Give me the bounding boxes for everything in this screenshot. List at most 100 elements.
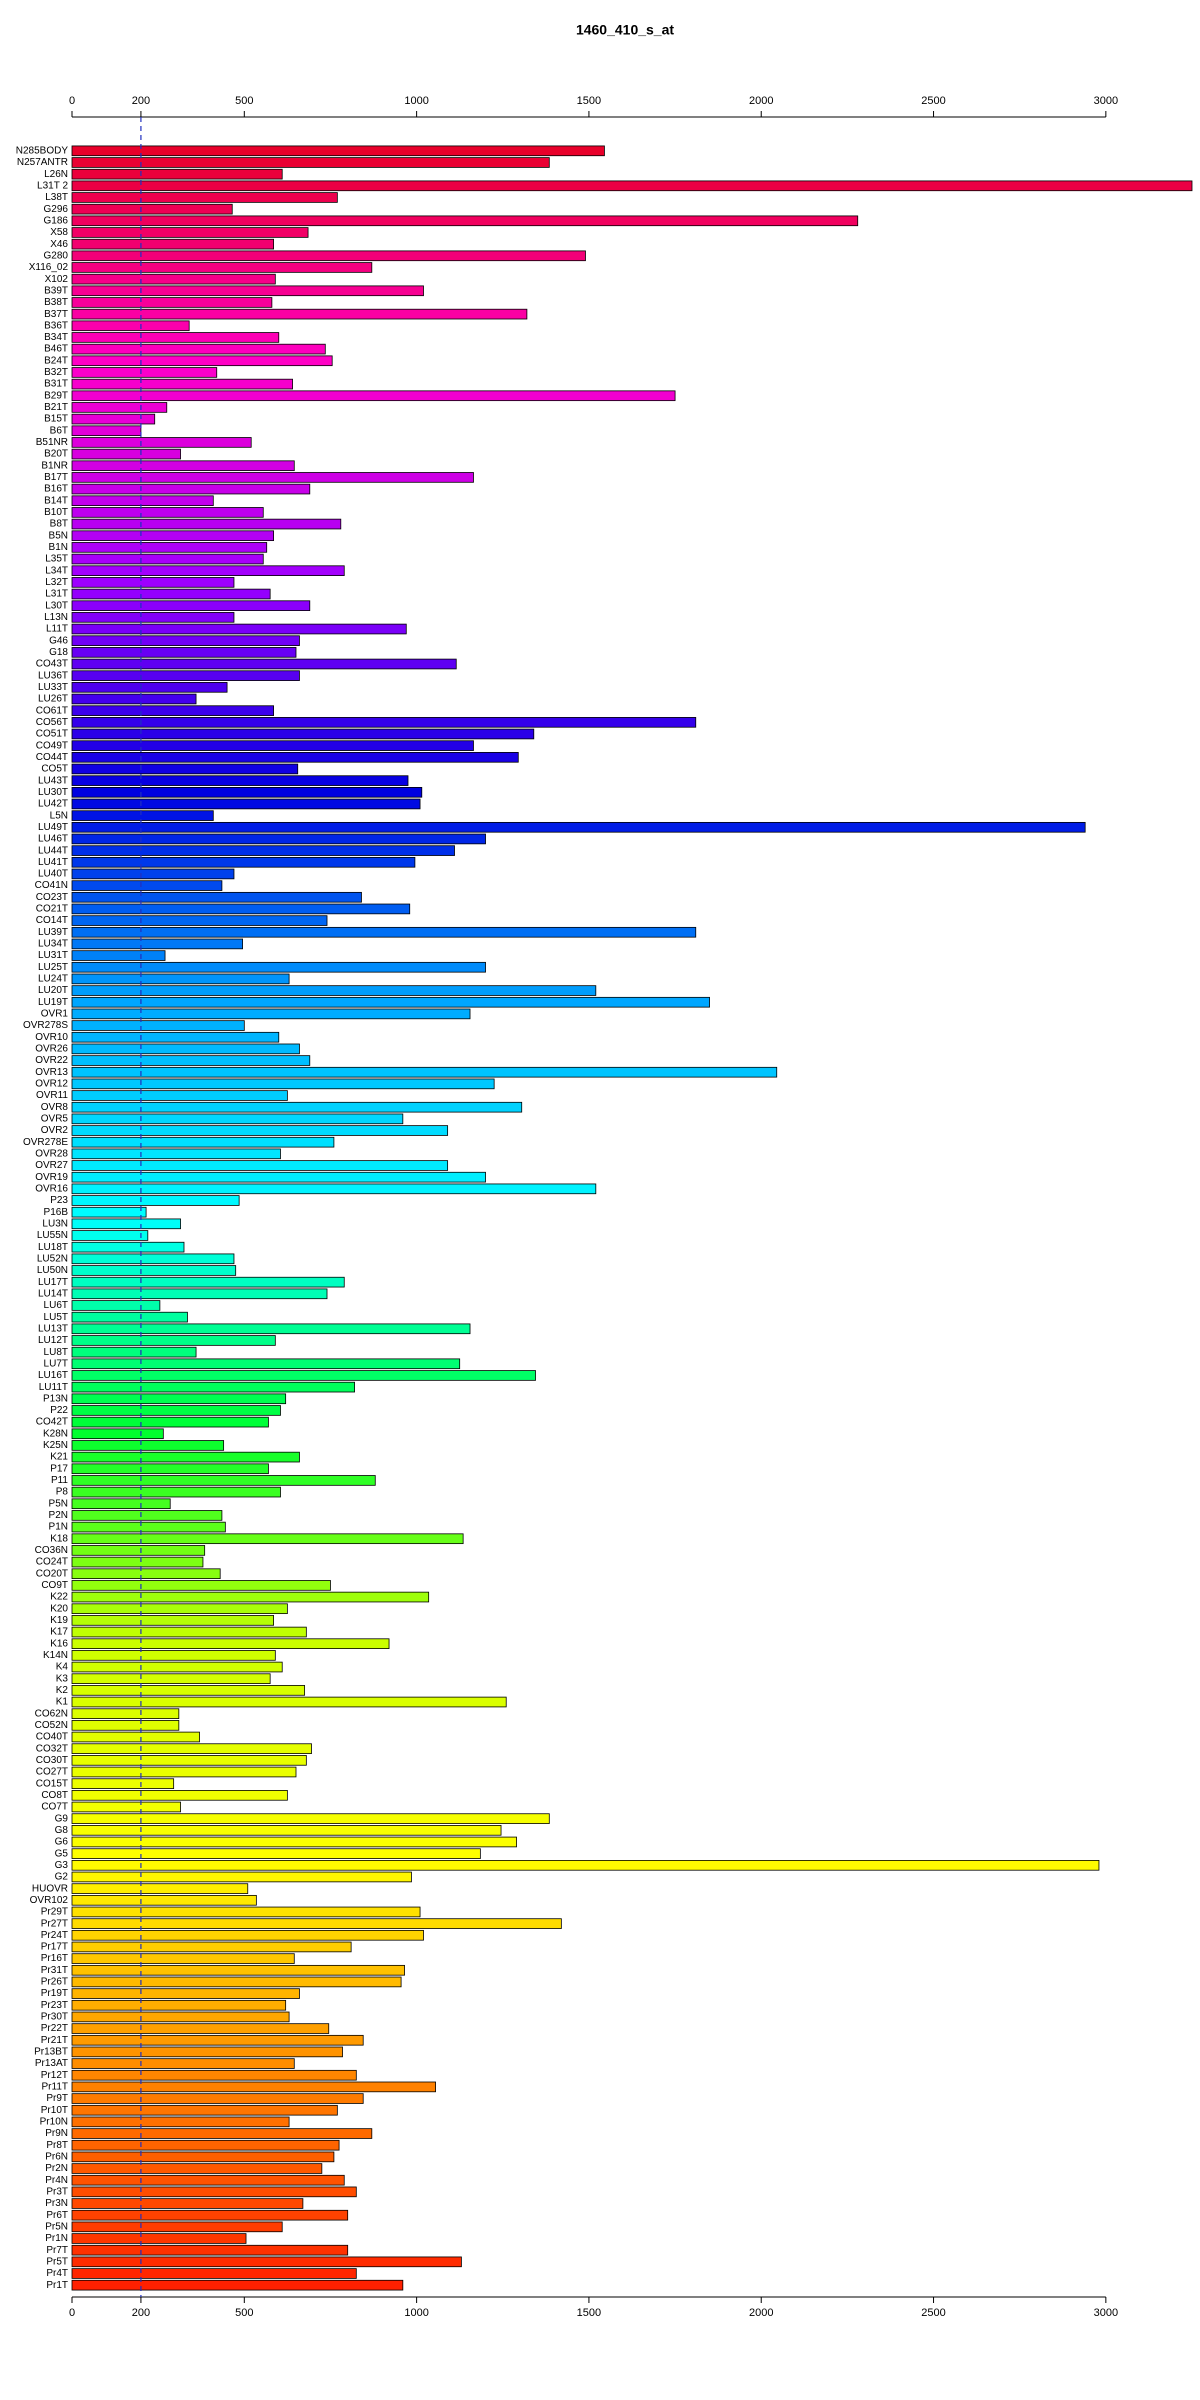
bar [71,367,218,378]
bar [71,1428,164,1440]
bar [71,1778,175,1789]
bar [71,1101,523,1113]
bar [71,180,1193,192]
bar [71,192,338,203]
bar [71,1685,306,1696]
y-tick-label: B15T [44,414,68,425]
y-tick-label: B32T [44,367,68,378]
y-tick-label: CO51T [36,729,68,740]
y-tick-label: OVR16 [35,1183,68,1194]
y-tick-label: CO36N [35,1545,68,1556]
bar [71,985,597,996]
y-tick-label: CO41N [35,880,68,891]
bar [71,1253,235,1265]
y-tick-label: OVR11 [36,1090,68,1101]
y-tick-label: Pr1T [46,2280,68,2291]
y-tick-label: Pr4T [46,2268,68,2279]
y-tick-label: LU17T [38,1277,68,1288]
y-tick-label: B10T [44,507,68,518]
y-tick-label: Pr3T [46,2187,68,2198]
bar [71,915,328,926]
bar [71,1976,402,1988]
x-tick-label: 2500 [921,2307,945,2319]
bar [71,1615,275,1626]
y-tick-label: CO15T [36,1778,68,1789]
bar [71,437,252,448]
y-tick-label: LU50N [37,1265,68,1276]
y-tick-label: Pr10T [41,2105,68,2116]
y-tick-label: LU5T [44,1312,68,1323]
y-tick-label: G9 [55,1813,69,1824]
x-tick-label: 3000 [1094,2307,1118,2319]
bar [71,1241,185,1253]
bar [71,2151,335,2163]
bar [71,425,142,437]
y-tick-label: B51NR [36,437,68,448]
y-tick-label: CO8T [41,1790,68,1801]
bar [71,1580,331,1591]
bar [71,145,605,157]
bar [71,996,710,1008]
y-tick-label: P16B [44,1207,69,1218]
bar [71,1323,471,1335]
bar [71,2046,343,2058]
y-tick-label: G3 [55,1860,69,1871]
x-tick-label: 1500 [577,95,601,107]
y-tick-label: K14N [43,1650,68,1661]
y-tick-label: Pr9T [46,2093,68,2104]
bar [71,1673,271,1684]
y-tick-label: OVR8 [41,1102,69,1113]
y-tick-label: B37T [44,309,68,320]
bar [71,1370,536,1381]
bar [71,355,333,367]
y-tick-label: OVR22 [35,1055,68,1066]
bar [71,1591,430,1603]
y-tick-label: CO27T [36,1767,68,1778]
bar [71,518,342,530]
bar [71,1113,404,1125]
bar [71,961,486,973]
y-tick-label: OVR278E [23,1137,68,1148]
y-tick-label: CO43T [36,659,68,670]
y-tick-label: K25N [43,1440,68,1451]
y-tick-label: K1 [56,1697,69,1708]
y-tick-label: X46 [50,239,68,250]
bar [71,1475,376,1486]
y-tick-label: B8T [50,519,68,530]
bar [71,740,474,751]
y-tick-label: G280 [44,250,69,261]
y-tick-label: OVR102 [30,1895,69,1906]
bar [71,1346,197,1358]
bar [71,600,311,611]
y-tick-label: X116_02 [29,262,69,273]
bar [71,2221,283,2233]
bar [71,1136,335,1148]
bar [71,1463,269,1475]
bar [71,926,697,938]
bar [71,553,264,565]
y-tick-label: B24T [44,355,68,366]
y-tick-label: B29T [44,390,68,401]
bar [71,1964,405,1976]
y-tick-label: LU44T [38,845,68,856]
y-tick-label: K18 [50,1533,68,1544]
x-tick-label: 1000 [404,95,428,107]
bar [71,1918,562,1929]
bar [71,343,326,355]
y-tick-label: L26N [44,169,68,180]
y-tick-label: Pr26T [41,1977,68,1988]
y-tick-label: CO9T [41,1580,68,1591]
x-tick-label: 200 [132,2307,150,2319]
y-tick-label: CO20T [36,1568,68,1579]
y-tick-label: K22 [50,1592,68,1603]
y-tick-label: K17 [50,1627,68,1638]
y-tick-label: Pr5N [45,2221,68,2232]
y-tick-label: CO14T [36,915,68,926]
y-tick-label: LU43T [38,775,68,786]
y-tick-label: P1N [49,1522,68,1533]
y-tick-label: B17T [44,472,68,483]
y-tick-label: L30T [45,600,68,611]
bar [71,2233,247,2244]
y-tick-label: LU30T [38,787,68,798]
